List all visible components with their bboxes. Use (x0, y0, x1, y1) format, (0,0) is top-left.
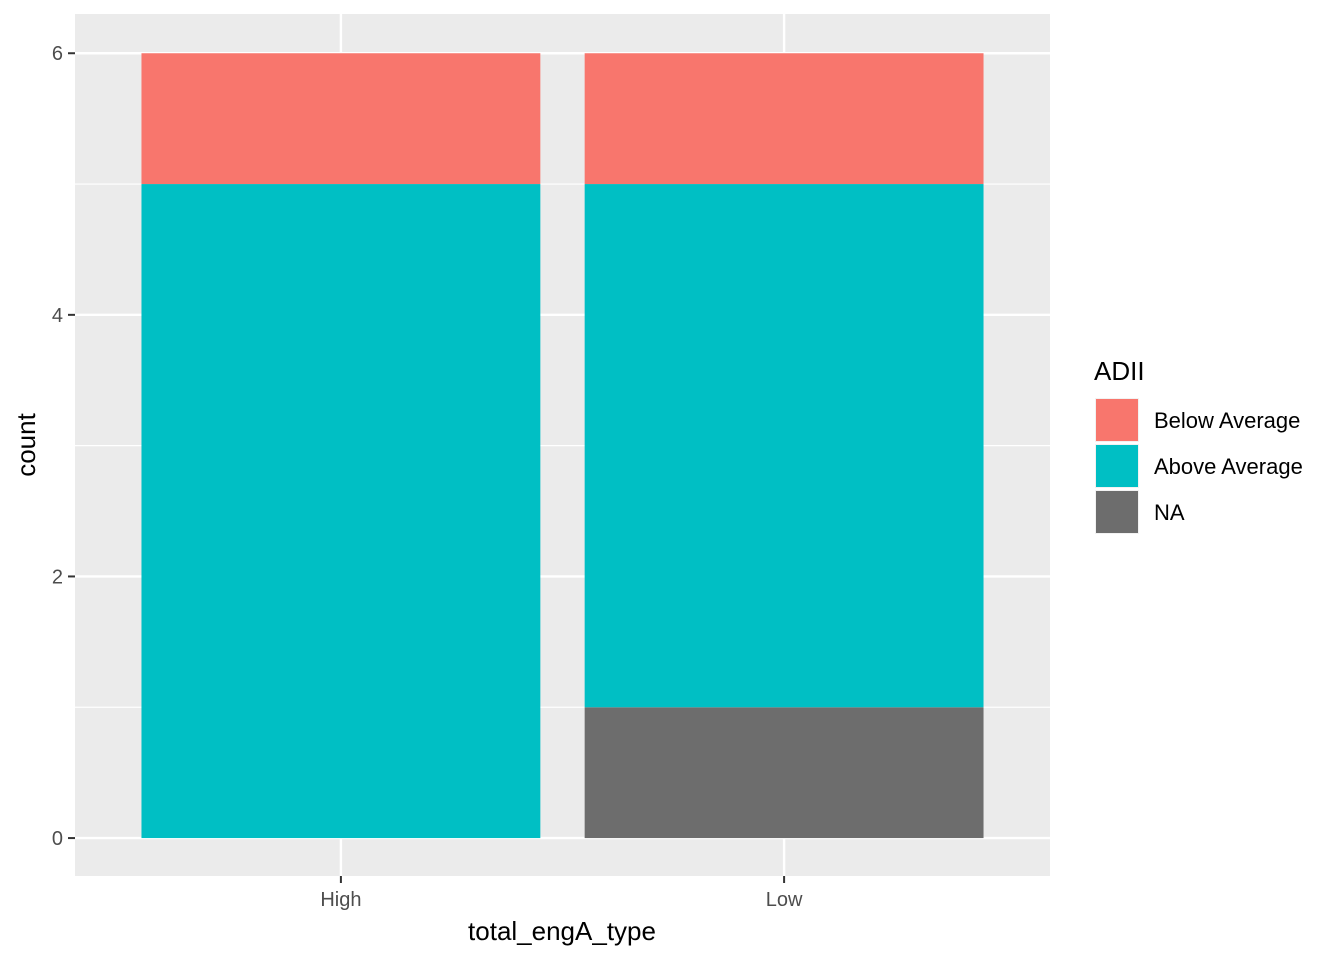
y-tick-label: 6 (52, 43, 63, 65)
legend-key (1096, 445, 1138, 487)
x-axis-title: total_engA_type (468, 916, 656, 946)
y-axis-title: count (11, 412, 41, 476)
bar-segment (584, 184, 984, 708)
bar-segment (141, 184, 541, 839)
legend-key (1096, 491, 1138, 533)
x-tick-label: High (320, 889, 361, 911)
y-axis: 0 2 4 6 (52, 43, 75, 850)
legend-key (1096, 399, 1138, 441)
legend-label: Below Average (1154, 408, 1300, 433)
y-tick-label: 4 (52, 305, 63, 327)
legend-label: NA (1154, 500, 1185, 525)
x-tick-label: Low (766, 889, 803, 911)
y-tick-label: 0 (52, 828, 63, 850)
bar-segment (584, 53, 984, 185)
legend-title: ADII (1094, 356, 1145, 386)
bars (141, 53, 984, 839)
legend: ADII Below Average Above Average NA (1094, 356, 1303, 534)
y-tick-label: 2 (52, 566, 63, 588)
bar-segment (584, 707, 984, 839)
x-axis: High Low (320, 876, 803, 911)
bar-segment (141, 53, 541, 185)
legend-label: Above Average (1154, 454, 1303, 479)
